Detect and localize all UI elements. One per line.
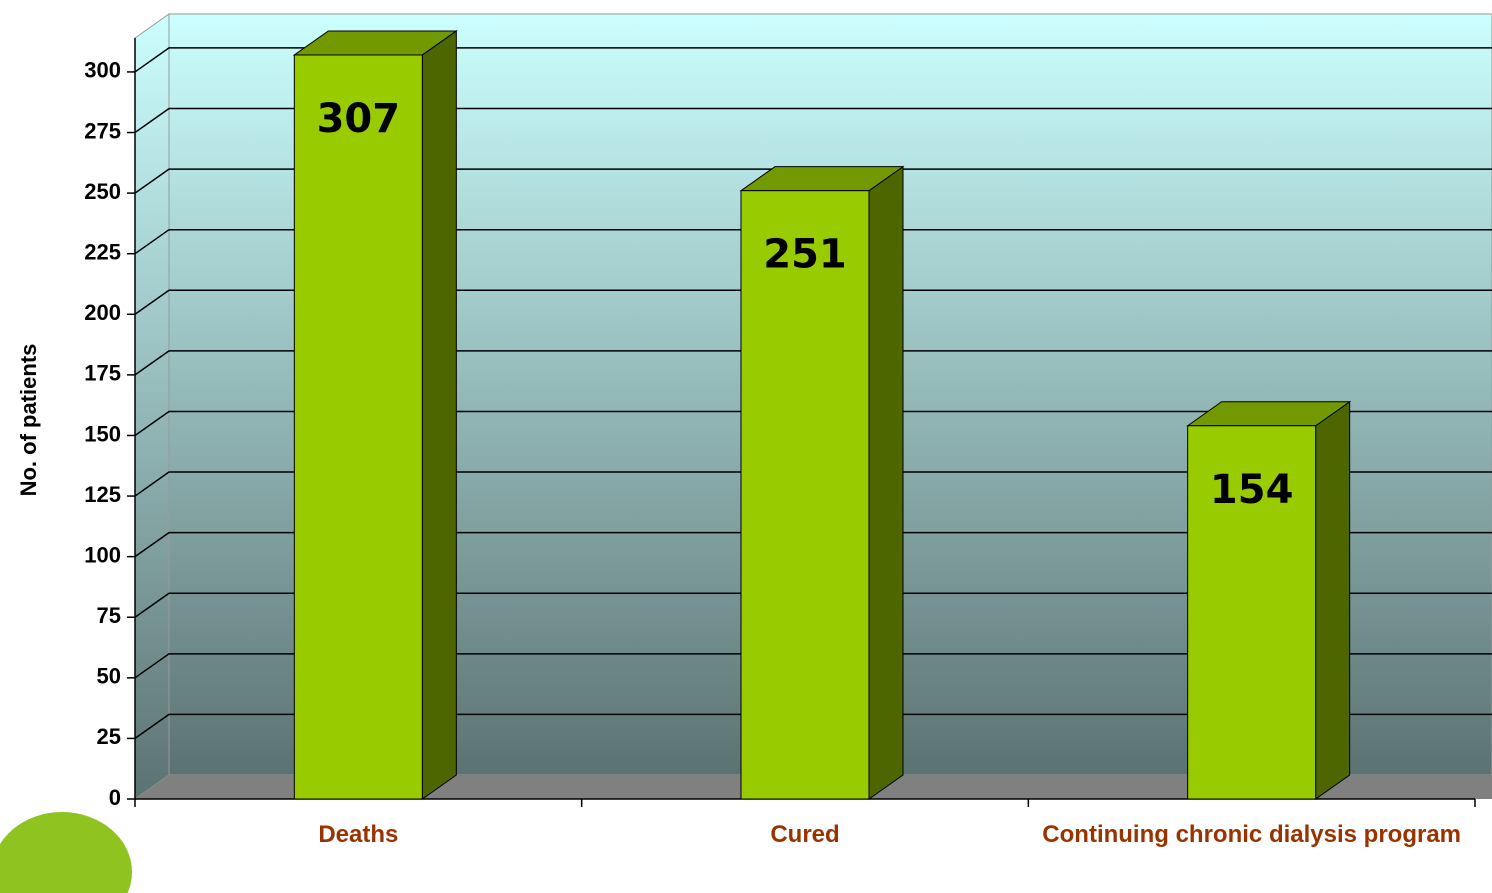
grid-line <box>134 168 1492 194</box>
data-label: 307 <box>317 96 401 142</box>
bar <box>1187 425 1317 800</box>
grid-line <box>134 471 1492 497</box>
y-tick-label: 75 <box>97 603 121 628</box>
grid-line <box>134 410 1492 437</box>
bar-side <box>1315 400 1351 800</box>
grid-line <box>134 713 1492 740</box>
grid-line <box>134 47 1492 73</box>
y-tick-label: 250 <box>84 179 121 204</box>
data-label: 154 <box>1210 467 1294 513</box>
y-tick-label: 125 <box>84 482 121 507</box>
y-tick-label: 100 <box>84 542 121 567</box>
bar <box>293 54 423 800</box>
grid-line <box>134 350 1492 376</box>
y-tick-label: 25 <box>97 724 121 749</box>
y-tick-label: 200 <box>84 300 121 325</box>
bar-side <box>421 30 457 800</box>
y-axis-title: No. of patients <box>16 344 41 497</box>
grid-line <box>134 592 1492 618</box>
x-tick-label: Deaths <box>318 821 399 848</box>
grid-line <box>134 653 1492 679</box>
y-tick-label: 50 <box>97 664 121 689</box>
grid-line <box>134 107 1492 134</box>
x-tick-label: Cured <box>770 821 840 848</box>
y-tick-label: 150 <box>84 421 121 446</box>
bar-side <box>868 165 904 800</box>
bar <box>740 190 870 800</box>
y-tick-label: 0 <box>109 785 121 810</box>
y-tick-label: 225 <box>84 240 121 265</box>
y-tick-label: 175 <box>84 361 121 386</box>
y-tick-label: 275 <box>84 118 121 143</box>
x-tick-label: Continuing chronic dialysis program <box>1042 821 1462 848</box>
apple-icon <box>0 812 132 893</box>
y-tick-label: 300 <box>84 58 121 83</box>
data-label: 251 <box>763 232 847 278</box>
grid-line <box>134 228 1492 255</box>
grid-line <box>134 531 1492 558</box>
side-wall <box>134 13 170 800</box>
grid-line <box>134 289 1492 315</box>
